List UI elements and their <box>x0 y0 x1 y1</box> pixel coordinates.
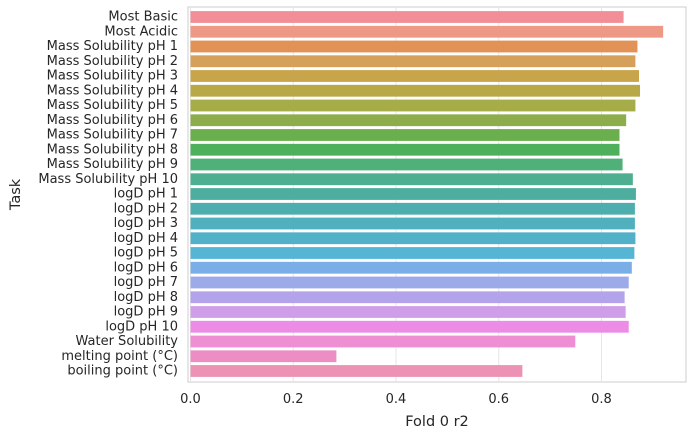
x-tick-label: 0.6 <box>488 392 509 407</box>
y-tick-label: logD pH 5 <box>114 246 178 261</box>
y-tick-label: logD pH 8 <box>114 290 178 305</box>
bar <box>190 143 620 156</box>
bar <box>190 335 576 348</box>
bar <box>190 291 625 304</box>
y-tick-label: Mass Solubility pH 4 <box>47 83 178 98</box>
bar <box>190 217 635 230</box>
bars <box>190 11 664 377</box>
y-tick-label: logD pH 9 <box>114 305 178 320</box>
y-tick-label: logD pH 6 <box>114 260 178 275</box>
y-tick-label: Most Basic <box>108 10 178 25</box>
x-tick-label: 0.4 <box>386 392 407 407</box>
y-tick-label: logD pH 3 <box>114 216 178 231</box>
y-tick-label: Mass Solubility pH 8 <box>47 142 178 157</box>
x-tick-labels: 0.0 0.2 0.4 0.6 0.8 <box>180 392 612 407</box>
bar <box>190 99 636 112</box>
bar <box>190 320 629 333</box>
bar <box>190 158 623 171</box>
bar <box>190 40 638 53</box>
bar <box>190 306 626 318</box>
bar <box>190 276 629 289</box>
x-tick-label: 0.2 <box>283 392 304 407</box>
bar <box>190 70 640 82</box>
y-tick-label: logD pH 7 <box>114 275 178 290</box>
bar <box>190 261 632 274</box>
bar <box>190 365 523 377</box>
bar <box>190 25 664 38</box>
bar <box>190 350 337 363</box>
bar <box>190 114 627 127</box>
y-tick-label: boiling point (°C) <box>67 364 178 379</box>
bar <box>190 232 636 245</box>
bar <box>190 188 636 200</box>
y-tick-label: melting point (°C) <box>61 349 178 364</box>
y-tick-label: logD pH 1 <box>114 187 178 202</box>
x-axis-title: Fold 0 r2 <box>405 414 469 430</box>
bar <box>190 202 635 215</box>
y-tick-label: logD pH 4 <box>114 231 178 246</box>
bar <box>190 84 641 97</box>
y-tick-label: Mass Solubility pH 2 <box>47 54 178 69</box>
y-tick-label: Water Solubility <box>76 334 179 349</box>
y-tick-label: Mass Solubility pH 7 <box>47 128 178 143</box>
y-axis-title: Task <box>8 178 24 211</box>
y-tick-label: Mass Solubility pH 6 <box>47 113 178 128</box>
bar <box>190 173 633 186</box>
y-tick-label: Mass Solubility pH 1 <box>47 39 178 54</box>
y-tick-label: logD pH 2 <box>114 201 178 216</box>
x-tick-label: 0.8 <box>591 392 612 407</box>
y-tick-label: Most Acidic <box>104 24 178 39</box>
bar <box>190 55 636 68</box>
y-tick-label: logD pH 10 <box>105 319 178 334</box>
bar <box>190 129 620 141</box>
y-tick-label: Mass Solubility pH 3 <box>47 69 178 84</box>
bar <box>190 11 624 23</box>
y-tick-label: Mass Solubility pH 10 <box>38 172 178 187</box>
bar <box>190 247 635 259</box>
y-tick-label: Mass Solubility pH 9 <box>47 157 178 172</box>
x-tick-label: 0.0 <box>180 392 201 407</box>
y-tick-label: Mass Solubility pH 5 <box>47 98 178 113</box>
